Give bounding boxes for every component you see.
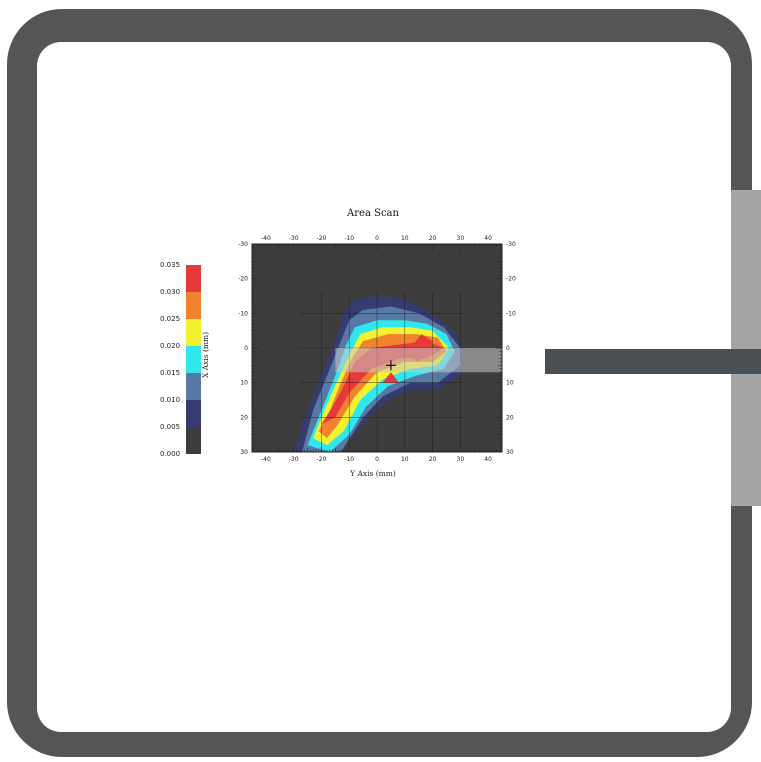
x-tick-label-bottom: -20 — [317, 456, 327, 463]
y-tick-label-right: -20 — [506, 276, 516, 283]
colorbar-label: 0.010 — [160, 396, 180, 404]
y-tick-label-left: 0 — [244, 345, 248, 352]
axes: -40 -40 -30 -30 -20 -20 -10 -10 0 0 10 10 20 20 30 30 40… — [238, 235, 516, 463]
x-tick-label-bottom: -30 — [289, 456, 299, 463]
probe-tip — [545, 349, 761, 374]
y-tick-label-right: -10 — [506, 310, 516, 317]
colorbar-segment-2 — [186, 373, 201, 400]
y-tick-label-right: -30 — [506, 241, 516, 248]
x-tick-label-top: 40 — [484, 235, 492, 242]
plot-area — [252, 244, 502, 452]
colorbar: 0.000 0.005 0.010 0.015 0.020 0.025 0.030 0.035 — [160, 261, 201, 458]
y-tick-label-right: 30 — [506, 449, 514, 456]
colorbar-label: 0.020 — [160, 342, 180, 350]
x-tick-label-bottom: 40 — [484, 456, 492, 463]
colorbar-label: 0.005 — [160, 423, 180, 431]
colorbar-segment-0 — [186, 427, 201, 454]
colorbar-segment-6 — [186, 265, 201, 292]
y-tick-label-right: 20 — [506, 414, 514, 421]
y-tick-label-right: 10 — [506, 380, 514, 387]
colorbar-segment-5 — [186, 292, 201, 319]
colorbar-label: 0.000 — [160, 450, 180, 458]
colorbar-segment-4 — [186, 319, 201, 346]
x-axis-title: Y Axis (mm) — [349, 469, 396, 478]
y-axis-title: X Axis (mm) — [201, 332, 210, 378]
y-tick-label-left: -30 — [238, 241, 248, 248]
x-tick-label-top: 0 — [375, 235, 379, 242]
colorbar-label: 0.015 — [160, 369, 180, 377]
x-tick-label-top: 10 — [401, 235, 409, 242]
x-tick-label-bottom: 20 — [429, 456, 437, 463]
colorbar-label: 0.025 — [160, 315, 180, 323]
y-tick-label-left: -10 — [238, 310, 248, 317]
x-tick-label-top: -30 — [289, 235, 299, 242]
y-tick-label-left: 20 — [240, 414, 248, 421]
probe-mount — [731, 190, 761, 506]
y-tick-label-left: 10 — [240, 380, 248, 387]
chart-title: Area Scan — [346, 208, 399, 219]
x-tick-label-bottom: 0 — [375, 456, 379, 463]
x-tick-label-top: 20 — [429, 235, 437, 242]
y-tick-label-left: -20 — [238, 276, 248, 283]
x-tick-label-top: -10 — [344, 235, 354, 242]
y-tick-label-left: 30 — [240, 449, 248, 456]
colorbar-label: 0.035 — [160, 261, 180, 269]
colorbar-segment-3 — [186, 346, 201, 373]
x-tick-label-bottom: 30 — [457, 456, 465, 463]
y-tick-label-right: 0 — [506, 345, 510, 352]
x-tick-label-top: 30 — [457, 235, 465, 242]
colorbar-label: 0.030 — [160, 288, 180, 296]
colorbar-segment-1 — [186, 400, 201, 427]
x-tick-label-top: -20 — [317, 235, 327, 242]
x-tick-label-top: -40 — [261, 235, 271, 242]
x-tick-label-bottom: -10 — [344, 456, 354, 463]
probe-shadow — [335, 348, 502, 373]
x-tick-label-bottom: -40 — [261, 456, 271, 463]
contour-region-7 — [382, 372, 400, 383]
x-tick-label-bottom: 10 — [401, 456, 409, 463]
